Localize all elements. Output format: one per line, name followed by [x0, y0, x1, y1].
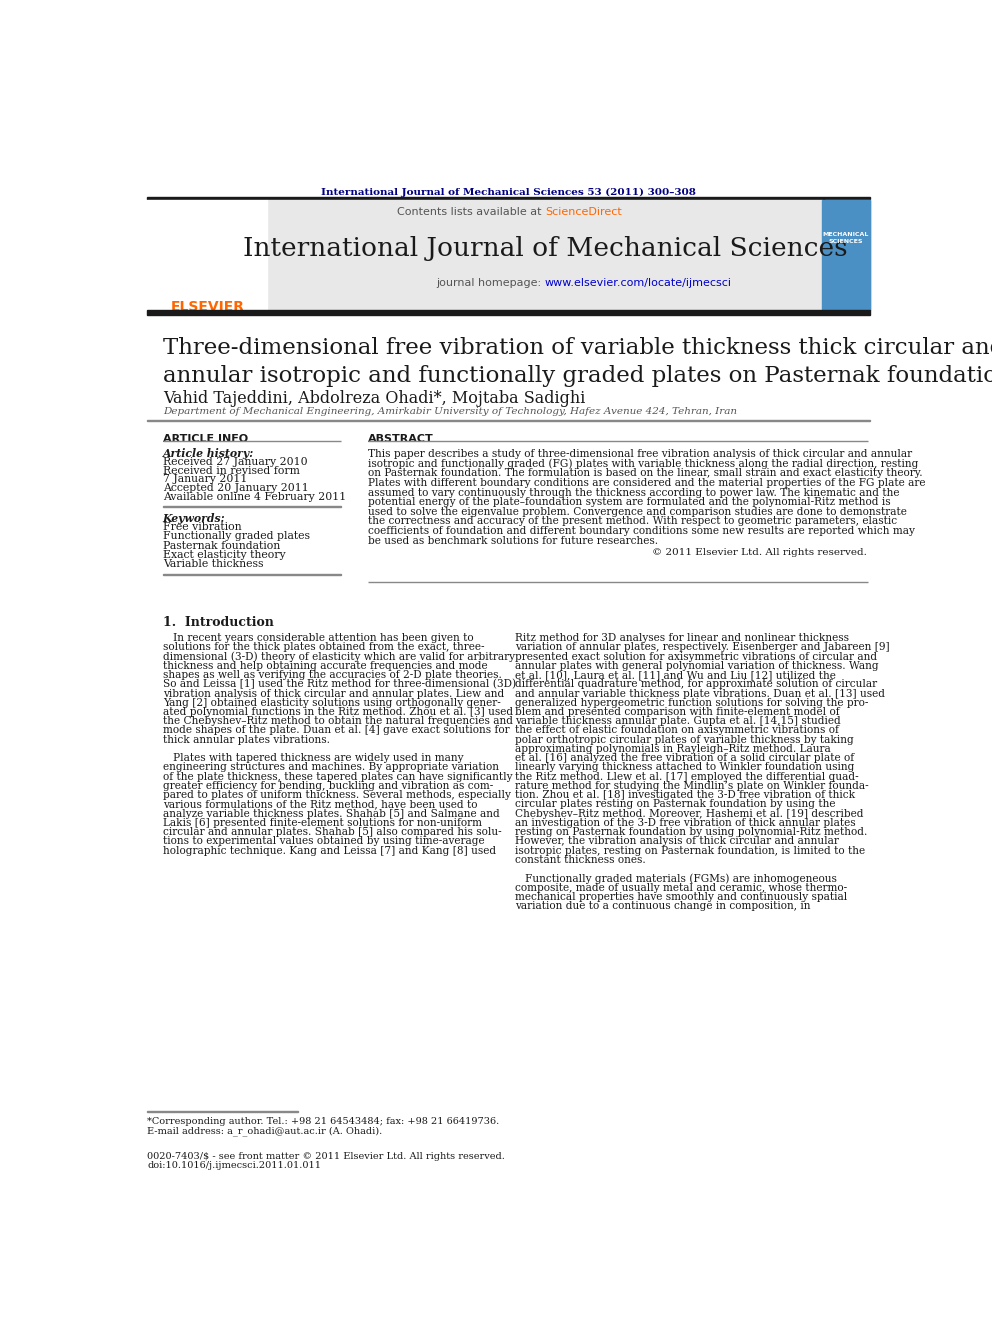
Text: www.elsevier.com/locate/ijmecsci: www.elsevier.com/locate/ijmecsci: [545, 278, 732, 288]
Text: the correctness and accuracy of the present method. With respect to geometric pa: the correctness and accuracy of the pres…: [368, 516, 897, 527]
Text: isotropic plates, resting on Pasternak foundation, is limited to the: isotropic plates, resting on Pasternak f…: [516, 845, 865, 856]
Text: © 2011 Elsevier Ltd. All rights reserved.: © 2011 Elsevier Ltd. All rights reserved…: [652, 548, 866, 557]
Text: Ritz method for 3D analyses for linear and nonlinear thickness: Ritz method for 3D analyses for linear a…: [516, 634, 849, 643]
Text: the Chebyshev–Ritz method to obtain the natural frequencies and: the Chebyshev–Ritz method to obtain the …: [163, 716, 513, 726]
Text: ated polynomial functions in the Ritz method. Zhou et al. [3] used: ated polynomial functions in the Ritz me…: [163, 706, 513, 717]
Text: various formulations of the Ritz method, have been used to: various formulations of the Ritz method,…: [163, 799, 477, 810]
Text: Exact elasticity theory: Exact elasticity theory: [163, 550, 286, 560]
Text: 1.  Introduction: 1. Introduction: [163, 617, 274, 630]
Text: *Corresponding author. Tel.: +98 21 64543484; fax: +98 21 66419736.: *Corresponding author. Tel.: +98 21 6454…: [147, 1118, 500, 1126]
Text: ABSTRACT: ABSTRACT: [368, 434, 434, 443]
Text: However, the vibration analysis of thick circular and annular: However, the vibration analysis of thick…: [516, 836, 839, 847]
Text: ARTICLE INFO: ARTICLE INFO: [163, 434, 248, 443]
Text: Keywords:: Keywords:: [163, 513, 225, 524]
Text: This paper describes a study of three-dimensional free vibration analysis of thi: This paper describes a study of three-di…: [368, 448, 913, 459]
Text: Article history:: Article history:: [163, 447, 254, 459]
Text: of the plate thickness, these tapered plates can have significantly: of the plate thickness, these tapered pl…: [163, 771, 512, 782]
Text: circular plates resting on Pasternak foundation by using the: circular plates resting on Pasternak fou…: [516, 799, 836, 810]
Text: Plates with different boundary conditions are considered and the material proper: Plates with different boundary condition…: [368, 478, 926, 488]
Text: MECHANICAL
SCIENCES: MECHANICAL SCIENCES: [822, 232, 869, 243]
Text: potential energy of the plate–foundation system are formulated and the polynomia: potential energy of the plate–foundation…: [368, 497, 891, 507]
Text: constant thickness ones.: constant thickness ones.: [516, 855, 646, 865]
Text: analyze variable thickness plates. Shahab [5] and Salmane and: analyze variable thickness plates. Shaha…: [163, 808, 500, 819]
Text: vibration analysis of thick circular and annular plates. Liew and: vibration analysis of thick circular and…: [163, 688, 504, 699]
Text: circular and annular plates. Shahab [5] also compared his solu-: circular and annular plates. Shahab [5] …: [163, 827, 501, 837]
Bar: [821, 200, 870, 311]
Text: on Pasternak foundation. The formulation is based on the linear, small strain an: on Pasternak foundation. The formulation…: [368, 468, 923, 479]
Text: used to solve the eigenvalue problem. Convergence and comparison studies are don: used to solve the eigenvalue problem. Co…: [368, 507, 907, 517]
Text: coefficients of foundation and different boundary conditions some new results ar: coefficients of foundation and different…: [368, 527, 915, 536]
Text: mode shapes of the plate. Duan et al. [4] gave exact solutions for: mode shapes of the plate. Duan et al. [4…: [163, 725, 509, 736]
Text: International Journal of Mechanical Sciences: International Journal of Mechanical Scie…: [242, 235, 847, 261]
Text: Accepted 20 January 2011: Accepted 20 January 2011: [163, 483, 309, 493]
Text: So and Leissa [1] used the Ritz method for three-dimensional (3D): So and Leissa [1] used the Ritz method f…: [163, 679, 516, 689]
Text: the effect of elastic foundation on axisymmetric vibrations of: the effect of elastic foundation on axis…: [516, 725, 839, 736]
Text: E-mail address: a_r_ohadi@aut.ac.ir (A. Ohadi).: E-mail address: a_r_ohadi@aut.ac.ir (A. …: [147, 1126, 383, 1135]
Text: tions to experimental values obtained by using time-average: tions to experimental values obtained by…: [163, 836, 484, 847]
Text: composite, made of usually metal and ceramic, whose thermo-: composite, made of usually metal and cer…: [516, 882, 847, 893]
Text: solutions for the thick plates obtained from the exact, three-: solutions for the thick plates obtained …: [163, 643, 484, 652]
Bar: [147, 197, 870, 198]
Text: tion. Zhou et al. [18] investigated the 3-D free vibration of thick: tion. Zhou et al. [18] investigated the …: [516, 790, 855, 800]
Text: Functionally graded plates: Functionally graded plates: [163, 532, 310, 541]
Text: be used as benchmark solutions for future researches.: be used as benchmark solutions for futur…: [368, 536, 659, 545]
Text: International Journal of Mechanical Sciences 53 (2011) 300–308: International Journal of Mechanical Scie…: [321, 188, 695, 197]
Text: isotropic and functionally graded (FG) plates with variable thickness along the : isotropic and functionally graded (FG) p…: [368, 459, 919, 470]
Bar: [825, 200, 870, 311]
Text: Department of Mechanical Engineering, Amirkabir University of Technology, Hafez : Department of Mechanical Engineering, Am…: [163, 407, 737, 417]
Text: et al. [10], Laura et al. [11] and Wu and Liu [12] utilized the: et al. [10], Laura et al. [11] and Wu an…: [516, 669, 836, 680]
Text: assumed to vary continuously through the thickness according to power law. The k: assumed to vary continuously through the…: [368, 488, 900, 497]
Text: approximating polynomials in Rayleigh–Ritz method. Laura: approximating polynomials in Rayleigh–Ri…: [516, 744, 831, 754]
Bar: [147, 310, 870, 315]
Text: Available online 4 February 2011: Available online 4 February 2011: [163, 492, 346, 503]
Text: an investigation of the 3-D free vibration of thick annular plates: an investigation of the 3-D free vibrati…: [516, 818, 856, 828]
Text: 0020-7403/$ - see front matter © 2011 Elsevier Ltd. All rights reserved.: 0020-7403/$ - see front matter © 2011 El…: [147, 1152, 505, 1162]
Text: In recent years considerable attention has been given to: In recent years considerable attention h…: [163, 634, 473, 643]
Text: Functionally graded materials (FGMs) are inhomogeneous: Functionally graded materials (FGMs) are…: [516, 873, 837, 884]
Text: Contents lists available at: Contents lists available at: [397, 208, 545, 217]
Text: Chebyshev–Ritz method. Moreover, Hashemi et al. [19] described: Chebyshev–Ritz method. Moreover, Hashemi…: [516, 808, 864, 819]
Text: Yang [2] obtained elasticity solutions using orthogonally gener-: Yang [2] obtained elasticity solutions u…: [163, 697, 501, 708]
Text: Received 27 January 2010: Received 27 January 2010: [163, 456, 308, 467]
Text: ELSEVIER: ELSEVIER: [171, 300, 245, 314]
Text: presented exact solution for axisymmetric vibrations of circular and: presented exact solution for axisymmetri…: [516, 651, 878, 662]
Text: Free vibration: Free vibration: [163, 523, 241, 532]
Text: pared to plates of uniform thickness. Several methods, especially: pared to plates of uniform thickness. Se…: [163, 790, 511, 800]
Bar: [147, 200, 268, 311]
Text: annular plates with general polynomial variation of thickness. Wang: annular plates with general polynomial v…: [516, 660, 879, 671]
Text: variation of annular plates, respectively. Eisenberger and Jabareen [9]: variation of annular plates, respectivel…: [516, 643, 890, 652]
Text: blem and presented comparison with finite-element model of: blem and presented comparison with finit…: [516, 706, 840, 717]
Text: engineering structures and machines. By appropriate variation: engineering structures and machines. By …: [163, 762, 499, 773]
Text: Pasternak foundation: Pasternak foundation: [163, 541, 280, 550]
Text: Vahid Tajeddini, Abdolreza Ohadi*, Mojtaba Sadighi: Vahid Tajeddini, Abdolreza Ohadi*, Mojta…: [163, 390, 585, 406]
Text: greater efficiency for bending, buckling and vibration as com-: greater efficiency for bending, buckling…: [163, 781, 493, 791]
Bar: [268, 200, 821, 311]
Text: dimensional (3-D) theory of elasticity which are valid for arbitrary: dimensional (3-D) theory of elasticity w…: [163, 651, 515, 662]
Text: Variable thickness: Variable thickness: [163, 560, 263, 569]
Text: ScienceDirect: ScienceDirect: [545, 208, 622, 217]
Text: resting on Pasternak foundation by using polynomial-Ritz method.: resting on Pasternak foundation by using…: [516, 827, 868, 837]
Text: rature method for studying the Mindlin’s plate on Winkler founda-: rature method for studying the Mindlin’s…: [516, 781, 869, 791]
Text: linearly varying thickness attached to Winkler foundation using: linearly varying thickness attached to W…: [516, 762, 855, 773]
Text: et al. [16] analyzed the free vibration of a solid circular plate of: et al. [16] analyzed the free vibration …: [516, 753, 854, 763]
Text: Plates with tapered thickness are widely used in many: Plates with tapered thickness are widely…: [163, 753, 463, 763]
Text: Three-dimensional free vibration of variable thickness thick circular and
annula: Three-dimensional free vibration of vari…: [163, 337, 992, 388]
Text: mechanical properties have smoothly and continuously spatial: mechanical properties have smoothly and …: [516, 892, 847, 902]
Text: thick annular plates vibrations.: thick annular plates vibrations.: [163, 734, 329, 745]
Text: Received in revised form: Received in revised form: [163, 466, 300, 475]
Text: doi:10.1016/j.ijmecsci.2011.01.011: doi:10.1016/j.ijmecsci.2011.01.011: [147, 1160, 321, 1170]
Text: generalized hypergeometric function solutions for solving the pro-: generalized hypergeometric function solu…: [516, 697, 869, 708]
Text: differential quadrature method, for approximate solution of circular: differential quadrature method, for appr…: [516, 679, 878, 689]
Text: thickness and help obtaining accurate frequencies and mode: thickness and help obtaining accurate fr…: [163, 660, 487, 671]
Text: holographic technique. Kang and Leissa [7] and Kang [8] used: holographic technique. Kang and Leissa […: [163, 845, 496, 856]
Text: and annular variable thickness plate vibrations. Duan et al. [13] used: and annular variable thickness plate vib…: [516, 688, 886, 699]
Text: the Ritz method. Llew et al. [17] employed the differential quad-: the Ritz method. Llew et al. [17] employ…: [516, 771, 859, 782]
Text: variation due to a continuous change in composition, in: variation due to a continuous change in …: [516, 901, 810, 912]
Text: 7 January 2011: 7 January 2011: [163, 475, 247, 484]
Text: shapes as well as verifying the accuracies of 2-D plate theories.: shapes as well as verifying the accuraci…: [163, 669, 502, 680]
Text: journal homepage:: journal homepage:: [436, 278, 545, 288]
Text: polar orthotropic circular plates of variable thickness by taking: polar orthotropic circular plates of var…: [516, 734, 854, 745]
Text: Lakis [6] presented finite-element solutions for non-uniform: Lakis [6] presented finite-element solut…: [163, 818, 482, 828]
Text: variable thickness annular plate. Gupta et al. [14,15] studied: variable thickness annular plate. Gupta …: [516, 716, 841, 726]
